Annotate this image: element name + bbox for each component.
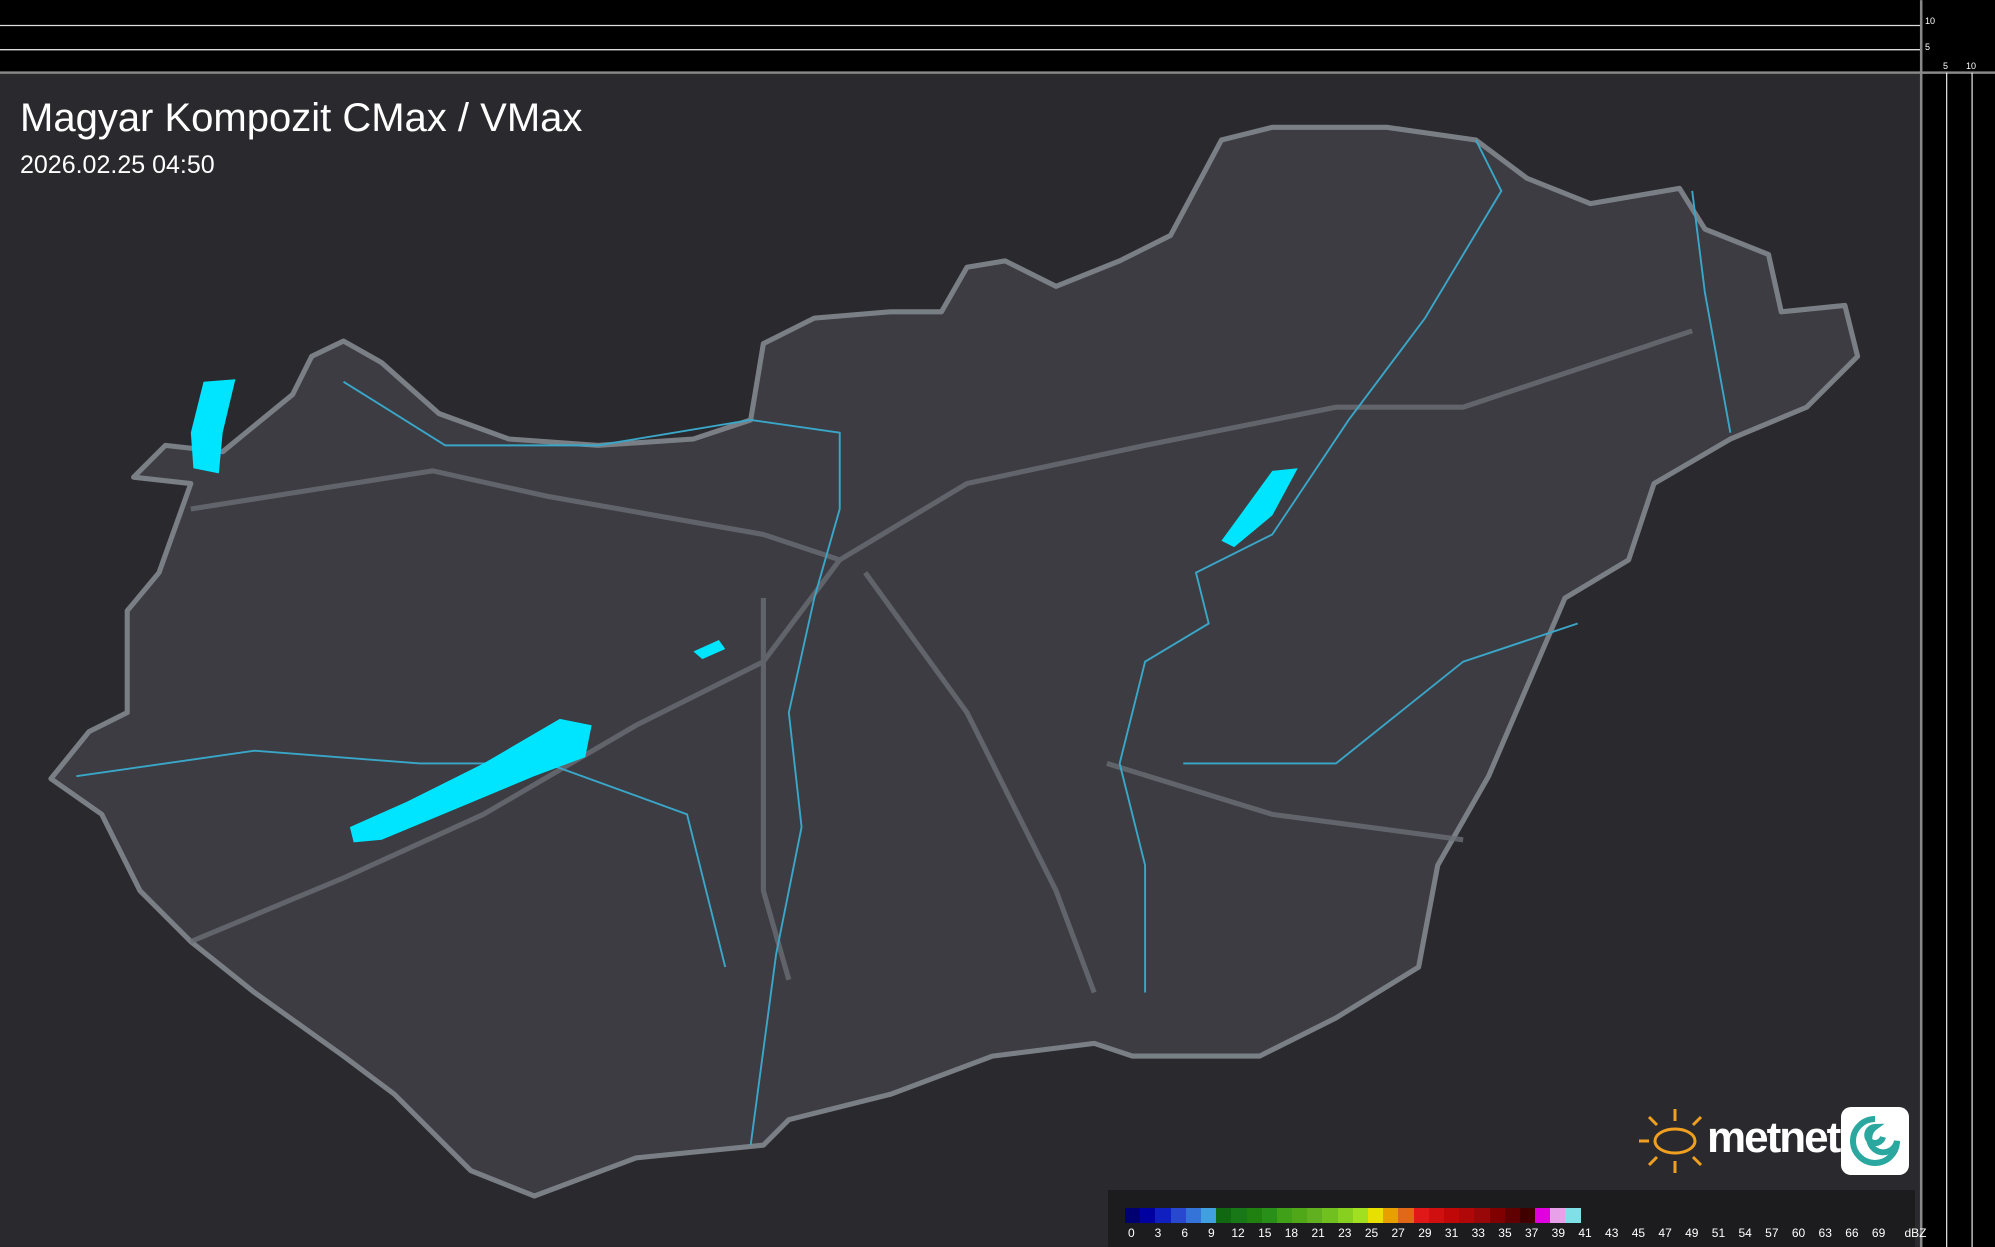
legend-swatch bbox=[1428, 1208, 1444, 1223]
legend-swatch bbox=[1292, 1208, 1308, 1223]
legend-label: 35 bbox=[1498, 1226, 1512, 1240]
legend-swatch bbox=[1474, 1208, 1490, 1223]
legend-label: 25 bbox=[1364, 1226, 1379, 1240]
hungary-outline bbox=[48, 124, 1861, 1199]
legend-label: 18 bbox=[1284, 1226, 1299, 1240]
profile-x-tick: 5 bbox=[1943, 61, 1949, 71]
legend-label: 57 bbox=[1765, 1226, 1779, 1240]
legend-swatch bbox=[1368, 1208, 1384, 1223]
legend-label: 9 bbox=[1208, 1226, 1215, 1240]
roads bbox=[189, 328, 1693, 994]
legend-label: 54 bbox=[1738, 1226, 1752, 1240]
lake-tisza bbox=[1221, 468, 1298, 548]
map-title: Magyar Kompozit CMax / VMax bbox=[20, 96, 583, 140]
legend-swatch bbox=[1352, 1208, 1368, 1223]
legend-swatch bbox=[1246, 1208, 1262, 1223]
legend-swatch bbox=[1519, 1208, 1536, 1223]
legend-swatch bbox=[1413, 1208, 1429, 1223]
legend-label: 69 bbox=[1871, 1226, 1886, 1240]
dbz-legend: 0 3 6 9 12 15 18 21 23 25 27 29 31 33 35 37 39 41 43 45 47 49… bbox=[1108, 1190, 1927, 1247]
legend-swatch bbox=[1307, 1208, 1323, 1223]
legend-label: 41 bbox=[1578, 1226, 1592, 1240]
profile-x-tick: 10 bbox=[1966, 61, 1977, 71]
legend-label: 63 bbox=[1818, 1226, 1832, 1240]
lakes bbox=[190, 379, 1298, 843]
lake-velence bbox=[693, 640, 726, 660]
legend-swatch bbox=[1185, 1208, 1201, 1223]
legend-labels: 0 3 6 9 12 15 18 21 23 25 27 29 31 33 35 37 39 41 43 45 47 49… bbox=[1116, 1226, 1927, 1244]
logo-text: metnet bbox=[1707, 1113, 1841, 1162]
legend-label: 0 bbox=[1127, 1226, 1135, 1240]
legend-label: 51 bbox=[1711, 1226, 1726, 1240]
legend-label: 33 bbox=[1471, 1226, 1485, 1240]
legend-swatch bbox=[1398, 1208, 1414, 1223]
swirl-icon bbox=[1841, 1107, 1909, 1175]
legend-swatch bbox=[1125, 1208, 1141, 1223]
legend-swatch bbox=[1535, 1208, 1551, 1223]
sun-icon bbox=[1639, 1109, 1703, 1173]
legend-label: 39 bbox=[1551, 1226, 1566, 1240]
legend-label: 60 bbox=[1791, 1226, 1806, 1240]
legend-swatch bbox=[1565, 1208, 1581, 1223]
legend-label: 66 bbox=[1845, 1226, 1859, 1240]
profile-y-tick: 10 bbox=[1925, 16, 1936, 26]
lake-balaton bbox=[349, 718, 592, 843]
legend-swatch bbox=[1155, 1208, 1171, 1223]
legend-label: 47 bbox=[1658, 1226, 1672, 1240]
legend-label: 27 bbox=[1391, 1226, 1405, 1240]
legend-label: 43 bbox=[1605, 1226, 1619, 1240]
legend-swatch bbox=[1459, 1208, 1475, 1223]
legend-swatch bbox=[1550, 1208, 1566, 1223]
legend-label: 3 bbox=[1154, 1226, 1162, 1240]
legend-swatch bbox=[1383, 1208, 1399, 1223]
legend-label: 6 bbox=[1181, 1226, 1189, 1240]
legend-label: 45 bbox=[1631, 1226, 1646, 1240]
legend-swatches bbox=[1125, 1208, 1581, 1223]
legend-swatch bbox=[1322, 1208, 1338, 1223]
legend-label: 37 bbox=[1524, 1226, 1539, 1240]
legend-label: 23 bbox=[1338, 1226, 1352, 1240]
legend-label: 31 bbox=[1444, 1226, 1459, 1240]
legend-label: 21 bbox=[1311, 1226, 1325, 1240]
lake-neusiedl bbox=[190, 379, 236, 474]
legend-label: 15 bbox=[1258, 1226, 1272, 1240]
legend-swatch bbox=[1170, 1208, 1186, 1223]
metnet-logo: metnet bbox=[1637, 1105, 1909, 1177]
legend-swatch bbox=[1504, 1208, 1520, 1223]
legend-unit: dBZ bbox=[1904, 1226, 1927, 1240]
legend-swatch bbox=[1140, 1208, 1156, 1223]
legend-swatch bbox=[1231, 1208, 1247, 1223]
map-timestamp: 2026.02.25 04:50 bbox=[20, 151, 215, 179]
legend-swatch bbox=[1276, 1208, 1293, 1223]
legend-label: 49 bbox=[1685, 1226, 1699, 1240]
legend-label: 29 bbox=[1418, 1226, 1432, 1240]
legend-swatch bbox=[1261, 1208, 1277, 1223]
legend-label: 12 bbox=[1231, 1226, 1245, 1240]
profile-y-tick: 5 bbox=[1925, 42, 1931, 52]
legend-swatch bbox=[1443, 1208, 1460, 1223]
legend-swatch bbox=[1489, 1208, 1505, 1223]
legend-swatch bbox=[1200, 1208, 1217, 1223]
legend-swatch bbox=[1216, 1208, 1232, 1223]
legend-swatch bbox=[1337, 1208, 1353, 1223]
